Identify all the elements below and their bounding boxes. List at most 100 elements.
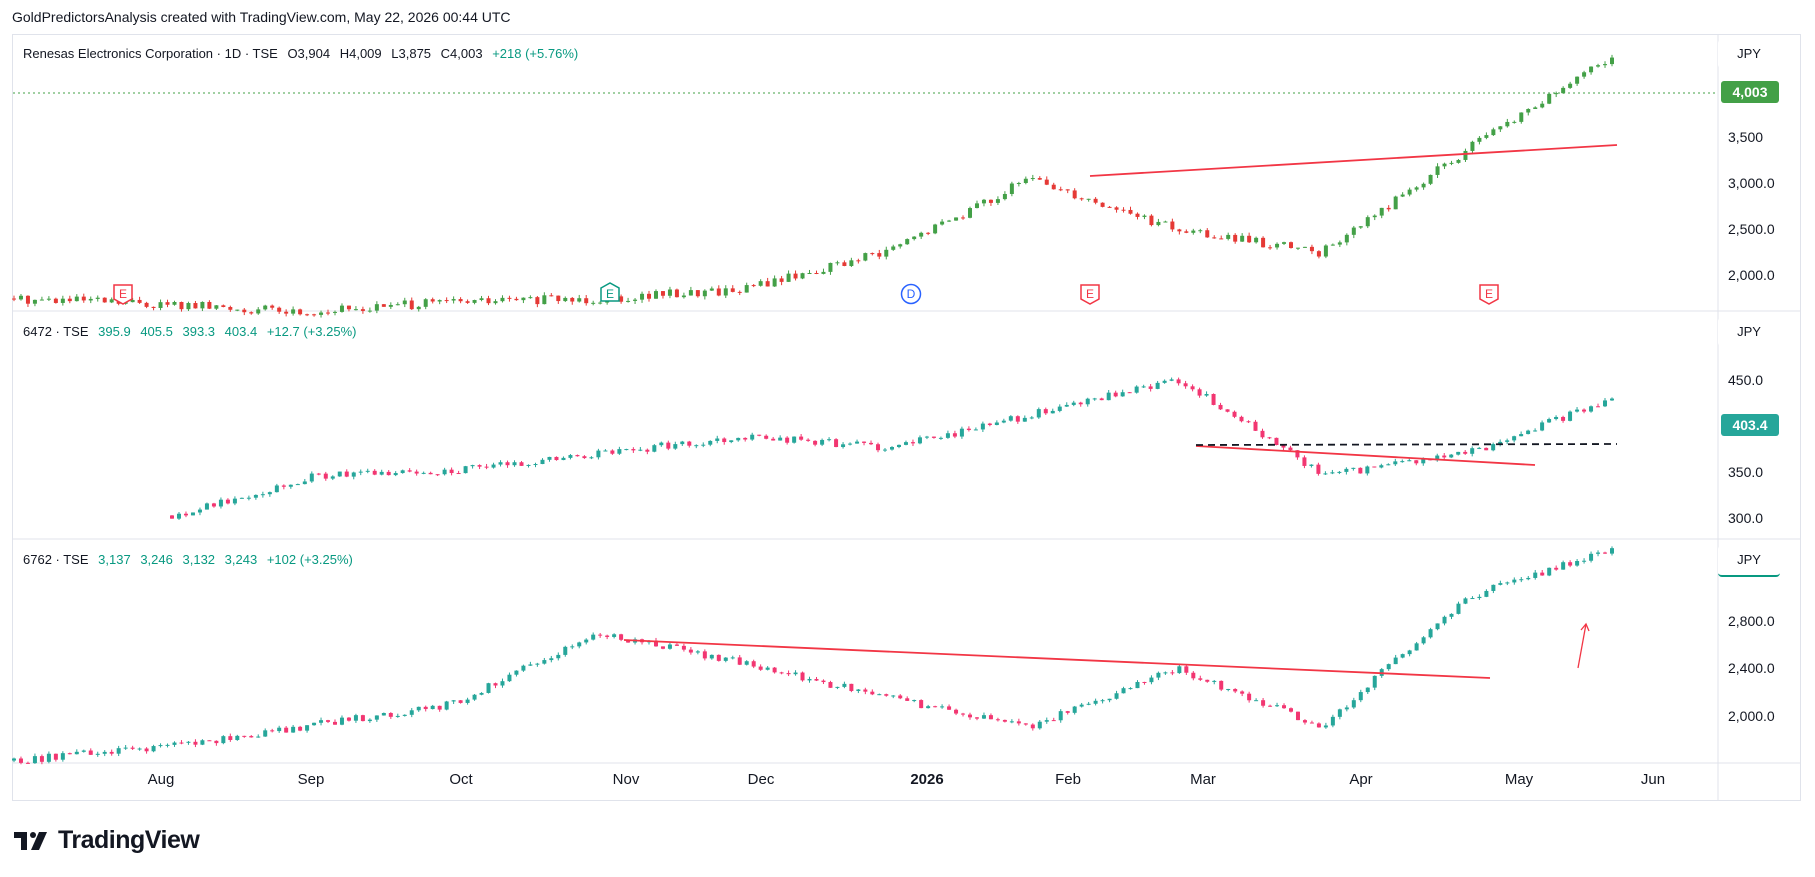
candle-body — [1254, 700, 1259, 702]
candle-body — [750, 434, 755, 440]
candle-body — [1421, 183, 1426, 188]
pane1-currency-button[interactable]: JPY — [1718, 39, 1780, 69]
candle-body — [870, 691, 875, 695]
candle-body — [228, 306, 233, 310]
x-tick-aug: Aug — [147, 771, 175, 788]
candle-body — [353, 309, 358, 311]
candle-body — [1484, 590, 1489, 597]
candle-body — [305, 725, 310, 731]
candle-body — [1268, 705, 1273, 707]
candle-body — [1023, 178, 1028, 184]
candle-body — [193, 303, 198, 309]
candle-body — [1344, 468, 1349, 472]
candle-body — [758, 666, 763, 670]
trendline-resistance[interactable] — [1089, 144, 1618, 177]
candle-body — [757, 434, 762, 436]
candle-body — [1092, 398, 1097, 400]
candle-body — [660, 646, 665, 649]
candle-body — [214, 305, 219, 309]
candle-body — [1002, 719, 1007, 722]
candle-body — [102, 297, 107, 303]
pane2-legend: 6472 · TSE 395.9 405.5 393.3 403.4 +12.7… — [23, 324, 356, 339]
pane2-currency-button[interactable]: JPY — [1718, 317, 1780, 347]
candle-body — [1372, 466, 1377, 468]
candle-body — [360, 715, 365, 722]
candle-body — [919, 700, 924, 709]
candle-body — [961, 217, 966, 219]
candle-body — [312, 722, 317, 726]
candle-body — [326, 720, 331, 722]
candle-body — [1393, 461, 1398, 465]
pane3-currency-button[interactable]: JPY — [1718, 545, 1780, 577]
candle-body — [1030, 178, 1035, 180]
candle-body — [1086, 703, 1091, 705]
candle-body — [1547, 93, 1552, 104]
candle-body — [67, 298, 72, 302]
candle-body — [695, 290, 700, 297]
support-level-line[interactable] — [1195, 443, 1618, 446]
candle-body — [165, 302, 170, 305]
candle-body — [1170, 672, 1175, 674]
candle-body — [1470, 141, 1475, 151]
candle-body — [1407, 650, 1412, 655]
candle-body — [263, 730, 268, 737]
candle-body — [1575, 560, 1580, 566]
candle-body — [1344, 707, 1349, 710]
earnings-upcoming-icon[interactable]: E — [599, 281, 621, 303]
candle-body — [535, 297, 540, 305]
candle-body — [1247, 693, 1252, 701]
candle-body — [1491, 584, 1496, 591]
pane1-tick: 3,000.0 — [1728, 175, 1775, 191]
candle-body — [144, 748, 149, 752]
candle-body — [1149, 215, 1154, 226]
candle-body — [1030, 724, 1035, 729]
candle-body — [1190, 386, 1195, 390]
dividend-icon[interactable]: D — [900, 283, 922, 305]
candle-body — [512, 462, 517, 466]
candle-body — [144, 302, 149, 307]
tradingview-logo-text: TradingView — [58, 826, 200, 854]
candle-body — [1512, 579, 1517, 583]
candle-body — [1268, 247, 1273, 249]
candle-body — [472, 300, 477, 303]
candle-body — [905, 698, 910, 701]
candle-body — [876, 444, 881, 451]
candle-body — [884, 694, 889, 696]
candle-body — [1330, 472, 1335, 474]
candle-body — [190, 512, 195, 516]
candle-body — [695, 651, 700, 653]
pane3-change: +102 (+3.25%) — [266, 552, 353, 567]
candle-body — [18, 758, 23, 763]
x-tick-oct: Oct — [449, 771, 473, 788]
candle-body — [514, 298, 519, 301]
candle-body — [228, 736, 233, 740]
candle-body — [933, 224, 938, 234]
candle-body — [598, 302, 603, 304]
candle-body — [1260, 430, 1265, 438]
candle-body — [507, 297, 512, 299]
candle-body — [1407, 460, 1412, 462]
candle-body — [577, 298, 582, 302]
candle-body — [1226, 234, 1231, 239]
candle-body — [1022, 417, 1027, 422]
candle-body — [1519, 112, 1524, 122]
candle-body — [1295, 450, 1300, 458]
candle-body — [988, 199, 993, 203]
earnings-icon[interactable]: E — [1079, 283, 1101, 305]
candle-body — [1323, 725, 1328, 728]
candle-body — [1393, 196, 1398, 210]
earnings-icon[interactable]: E — [112, 283, 134, 305]
candle-body — [981, 715, 986, 719]
candle-body — [605, 635, 610, 637]
candle-body — [1414, 643, 1419, 651]
candle-body — [556, 295, 561, 302]
earnings-icon[interactable]: E — [1478, 283, 1500, 305]
trendline-falling[interactable] — [1195, 445, 1536, 466]
tradingview-logo[interactable]: TradingView — [14, 826, 200, 855]
trendline-breakout[interactable] — [623, 639, 1491, 679]
candle-body — [309, 473, 314, 482]
candle-body — [1156, 221, 1161, 226]
candle-body — [479, 298, 484, 301]
candle-body — [1435, 623, 1440, 630]
